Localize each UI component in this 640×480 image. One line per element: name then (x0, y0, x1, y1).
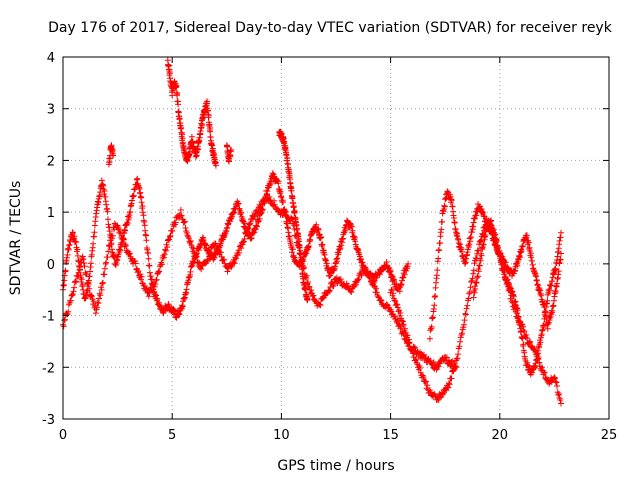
x-tick-label: 0 (59, 428, 67, 443)
x-tick-label: 20 (492, 428, 509, 443)
y-tick-label: 3 (47, 103, 55, 118)
series-trace-g (470, 217, 564, 332)
x-tick-label: 5 (168, 428, 176, 443)
point-markers (387, 217, 564, 407)
y-tick-label: 2 (47, 154, 55, 169)
point-markers (164, 57, 219, 169)
point-markers (105, 142, 235, 168)
chart-title: Day 176 of 2017, Sidereal Day-to-day VTE… (48, 20, 613, 36)
series-trace-e (387, 217, 564, 407)
point-markers (470, 217, 564, 332)
y-tick-label: 1 (47, 206, 55, 221)
x-tick-label: 15 (382, 428, 399, 443)
series-trace-c (164, 57, 219, 169)
y-tick-label: 0 (47, 258, 55, 273)
x-tick-label: 25 (601, 428, 618, 443)
point-markers (426, 188, 564, 378)
y-axis-title: SDTVAR / TECUs (8, 181, 24, 296)
y-tick-label: -2 (42, 361, 55, 376)
axis-ticks: 0 5 10 15 20 25 -3 -2 -1 0 1 2 3 4 (42, 51, 617, 443)
point-markers (276, 128, 311, 304)
x-axis-title: GPS time / hours (277, 458, 394, 474)
x-tick-label: 10 (273, 428, 290, 443)
point-markers (60, 170, 412, 321)
plot-frame (62, 56, 610, 420)
series-trace-d (276, 128, 311, 304)
series-trace-h (105, 142, 235, 168)
y-tick-label: -1 (42, 310, 55, 325)
y-tick-label: 4 (47, 51, 55, 66)
series-trace-a (60, 170, 412, 321)
series-trace-f (426, 188, 564, 378)
data-series (60, 57, 564, 407)
y-tick-label: -3 (42, 413, 55, 428)
